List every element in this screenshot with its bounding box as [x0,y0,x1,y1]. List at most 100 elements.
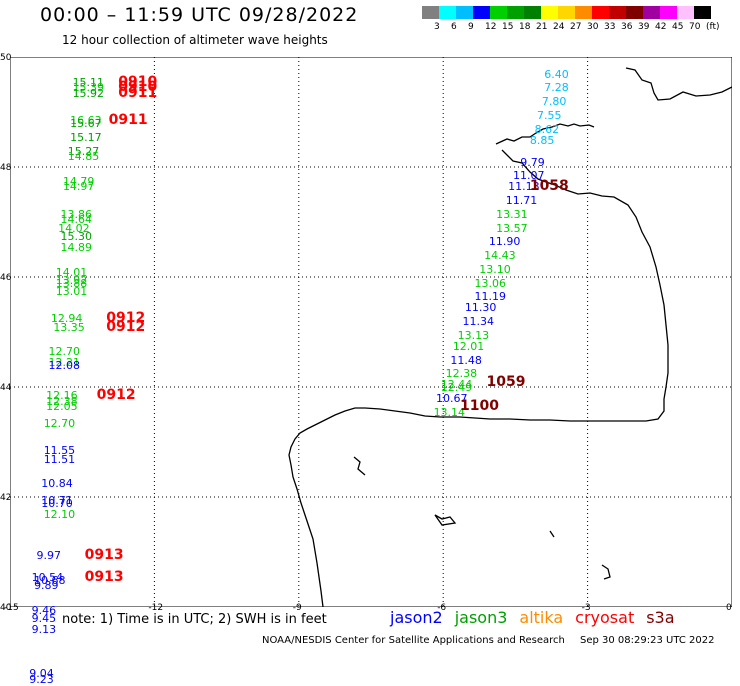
wave-height-value: 11.51 [43,452,76,466]
legend-entry: altika [519,608,564,627]
colorbar-swatch [643,6,660,19]
coastline-normandy [625,67,732,101]
wave-height-value: 13.01 [55,284,88,298]
satellite-legend: jason2 jason3 altika cryosat s3a [390,608,687,627]
wave-height-value: 12.38 [445,367,478,381]
colorbar-label: 30 [587,22,599,32]
wave-height-value: 14.01 [55,265,88,279]
coastline [288,67,732,607]
wave-height-value: 9.13 [31,623,57,636]
wave-height-value: 10.68 [34,573,66,587]
colorbar-label: 6 [451,22,457,32]
pass-time-label: 0911 [118,84,158,101]
colorbar-swatch [626,6,643,19]
colorbar-label: 12 [485,22,497,32]
wave-height-value: 11.07 [512,169,545,183]
pass-time-label: 0912 [96,387,136,404]
pass-time-label: 0910 [118,79,158,96]
coastline-island-3 [549,530,555,538]
coastline-island-1 [434,514,457,526]
wave-height-value: 12.16 [46,389,78,403]
pass-time-label: 1100 [460,398,499,415]
wave-height-value: 13.06 [474,276,506,290]
colorbar-swatch [524,6,541,19]
pass-time-label: 0910 [118,73,158,90]
colorbar-swatch [592,6,609,19]
coastline-brittany-biscay [288,149,669,607]
latitude-label: 48 [0,163,12,173]
colorbar-label: 27 [570,22,582,32]
coastline-cornwall [495,123,595,145]
wave-height-value: 13.31 [496,207,528,221]
wave-height-value: 12.49 [440,381,473,394]
colorbar-swatch [677,6,694,19]
colorbar-label: (ft) [706,22,720,32]
wave-height-value: 12.08 [48,359,81,372]
colorbar-label: 33 [604,22,616,32]
wave-height-value: 11.13 [508,180,540,194]
wave-height-value: 13.10 [479,262,511,276]
latitude-label: 46 [0,273,12,283]
wave-height-value: 11.55 [43,444,76,458]
wave-height-value: 6.40 [544,67,569,81]
wave-height-value: 12.94 [50,312,83,326]
colorbar-swatch [473,6,490,19]
pass-time-label: 1059 [486,373,526,390]
colorbar-swatch [609,6,626,19]
wave-height-value: 9.45 [31,612,57,625]
latitude-label: 50 [0,53,12,63]
wave-height-value: 8.85 [529,133,555,147]
wave-height-value: 11.34 [462,315,494,328]
wave-height-value: 11.90 [488,235,521,249]
graticule [10,57,732,607]
wave-height-value: 13.57 [496,221,528,235]
colorbar-label: 9 [468,22,474,32]
wave-height-value: 10.67 [435,392,468,405]
wave-height-value: 12.70 [48,345,81,359]
wave-height-value: 10.84 [41,477,73,491]
map-title: 00:00 – 11:59 UTC 09/28/2022 [40,4,359,26]
pass-time-label: 0913 [84,568,124,585]
generated-timestamp: Sep 30 08:29:23 UTC 2022 [580,635,715,646]
wave-height-value: 9.89 [34,579,59,592]
legend-entry: s3a [646,608,675,627]
wave-height-value: 15.17 [70,130,102,144]
wave-height-value: 15.30 [60,229,93,243]
wave-height-value: 8.62 [534,122,560,136]
colorbar-swatch [456,6,473,19]
wave-height-value: 15.67 [70,117,102,130]
wave-height-value: 14.43 [484,249,516,262]
colorbar-swatch [660,6,677,19]
latitude-label: 42 [0,493,12,503]
wave-height-value: 13.86 [60,207,93,221]
wave-height-value: 14.89 [60,240,93,254]
wave-height-value: 13.88 [55,276,88,290]
coastline-iberia-inland [353,456,366,476]
longitude-label: -9 [292,603,302,613]
wave-height-value: 9.46 [31,603,57,617]
longitude-label: -15 [4,603,19,613]
wave-height-value: 13.92 [55,273,88,287]
colorbar-swatch [694,6,711,19]
colorbar-label: 18 [519,22,531,32]
wave-height-value: 12.21 [48,356,81,370]
colorbar-label: 3 [434,22,440,32]
legend-entry: jason2 [390,608,443,627]
pass-time-label: 0913 [84,546,124,563]
colorbar-label: 24 [553,22,565,32]
coastline-island-2 [601,564,611,580]
latitude-label: 44 [0,383,12,393]
wave-height-value: 10.71 [41,493,73,507]
wave-height-value: 11.48 [450,353,482,367]
wave-height-value: 13.35 [53,320,85,334]
colorbar-label: 45 [672,22,684,32]
footer-note: note: 1) Time is in UTC; 2) SWH is in fe… [62,612,327,627]
wave-height-value: 9.97 [36,548,61,562]
colorbar-swatch [422,6,439,19]
wave-height-value: 15.39 [72,81,105,95]
wave-height-value: 12.10 [43,507,76,521]
wave-height-value: 15.92 [72,86,105,100]
wave-height-value: 13.14 [433,405,466,419]
map-subtitle: 12 hour collection of altimeter wave hei… [62,33,328,47]
colorbar-swatch [558,6,575,19]
